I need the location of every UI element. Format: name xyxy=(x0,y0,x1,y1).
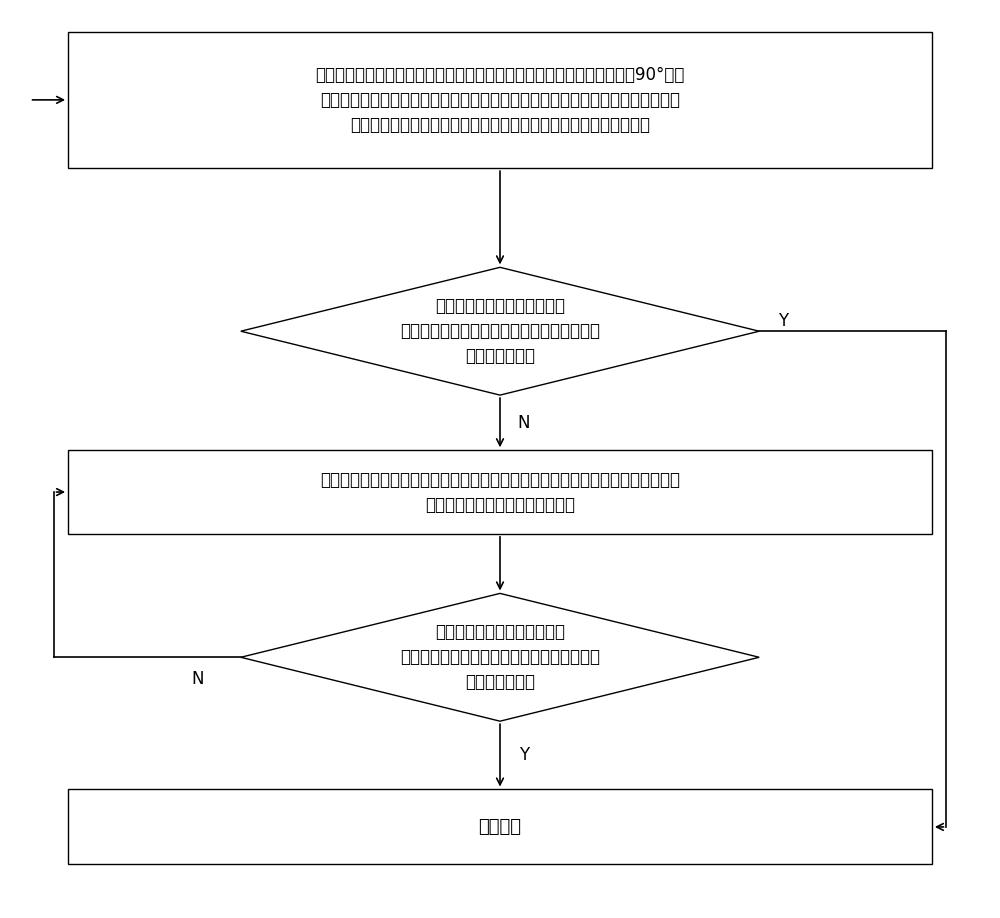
Text: 结束流程: 结束流程 xyxy=(479,818,522,836)
Polygon shape xyxy=(241,593,759,722)
Text: 在半开口圆环腔下方预定距离平行安装一个直径大于半开口圆环腔直径的抑径板，
所述抑径板用于隔离近区环境影响: 在半开口圆环腔下方预定距离平行安装一个直径大于半开口圆环腔直径的抑径板， 所述抑… xyxy=(320,471,680,513)
Text: Y: Y xyxy=(519,746,529,765)
Bar xyxy=(68,789,932,865)
Bar xyxy=(68,31,932,168)
Text: N: N xyxy=(191,670,204,688)
Text: 在紧靠接地板背面的外圈，同轴层叠地安装一个或多个中心部位短路且带90°折弯
的半开口圆环腔，所述半开口圆环腔的开口向上形成高阻抗，在半开口圆环腔上，
自开口处沿: 在紧靠接地板背面的外圈，同轴层叠地安装一个或多个中心部位短路且带90°折弯 的半… xyxy=(315,66,685,134)
Text: 观测天线辐射方向图中的滚降
、前后比和后尾瓣，以此判断天线的抑制多径
的效果是否达到: 观测天线辐射方向图中的滚降 、前后比和后尾瓣，以此判断天线的抑制多径 的效果是否… xyxy=(400,297,600,365)
Text: 观测天线辐射方向图中的滚降
、前后比和后尾瓣，以此判断天线的抑制多径
的效果是否达到: 观测天线辐射方向图中的滚降 、前后比和后尾瓣，以此判断天线的抑制多径 的效果是否… xyxy=(400,623,600,691)
Text: N: N xyxy=(518,414,530,431)
Bar xyxy=(68,450,932,534)
Text: Y: Y xyxy=(778,311,788,330)
Polygon shape xyxy=(241,267,759,395)
